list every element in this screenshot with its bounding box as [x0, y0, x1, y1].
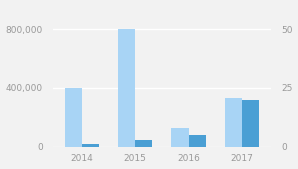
Bar — [65, 88, 82, 147]
Bar — [171, 128, 189, 147]
Bar — [189, 135, 206, 147]
Bar — [242, 100, 259, 147]
Bar — [225, 98, 242, 147]
Bar — [135, 140, 152, 147]
Bar — [82, 144, 99, 147]
Bar — [118, 29, 135, 147]
